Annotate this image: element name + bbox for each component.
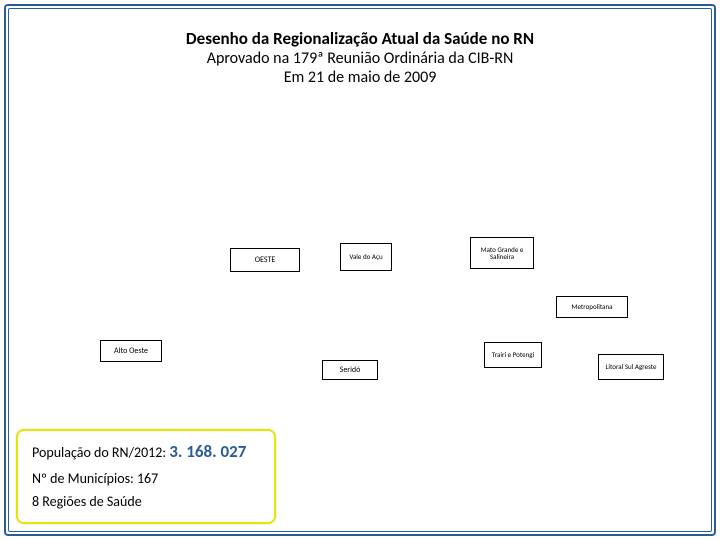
title-sub-2: Em 21 de maio de 2009	[0, 68, 720, 87]
population-label: População do RN/2012:	[32, 444, 169, 461]
region-vale-acu: Vale do Açu	[340, 243, 392, 271]
region-serido: Seridó	[322, 360, 378, 380]
region-litoral-sul: Litoral Sul Agreste	[598, 354, 664, 380]
region-alto-oeste: Alto Oeste	[100, 340, 162, 362]
region-oeste: OESTE	[230, 248, 300, 272]
title-main: Desenho da Regionalização Atual da Saúde…	[0, 28, 720, 49]
region-trairi: Trairi e Potengi	[484, 342, 542, 368]
region-metropolitana: Metropolitana	[556, 296, 628, 318]
population-line: População do RN/2012: 3. 168. 027	[32, 441, 260, 462]
regioes-line: 8 Regiões de Saúde	[32, 493, 260, 510]
municipios-line: Nº de Municípios: 167	[32, 470, 260, 487]
info-card: População do RN/2012: 3. 168. 027 Nº de …	[16, 429, 276, 524]
title-sub-1: Aprovado na 179ª Reunião Ordinária da CI…	[0, 49, 720, 68]
header: Desenho da Regionalização Atual da Saúde…	[0, 28, 720, 87]
population-value: 3. 168. 027	[169, 441, 246, 462]
region-mato-grande: Mato Grande e Salineira	[470, 237, 534, 269]
